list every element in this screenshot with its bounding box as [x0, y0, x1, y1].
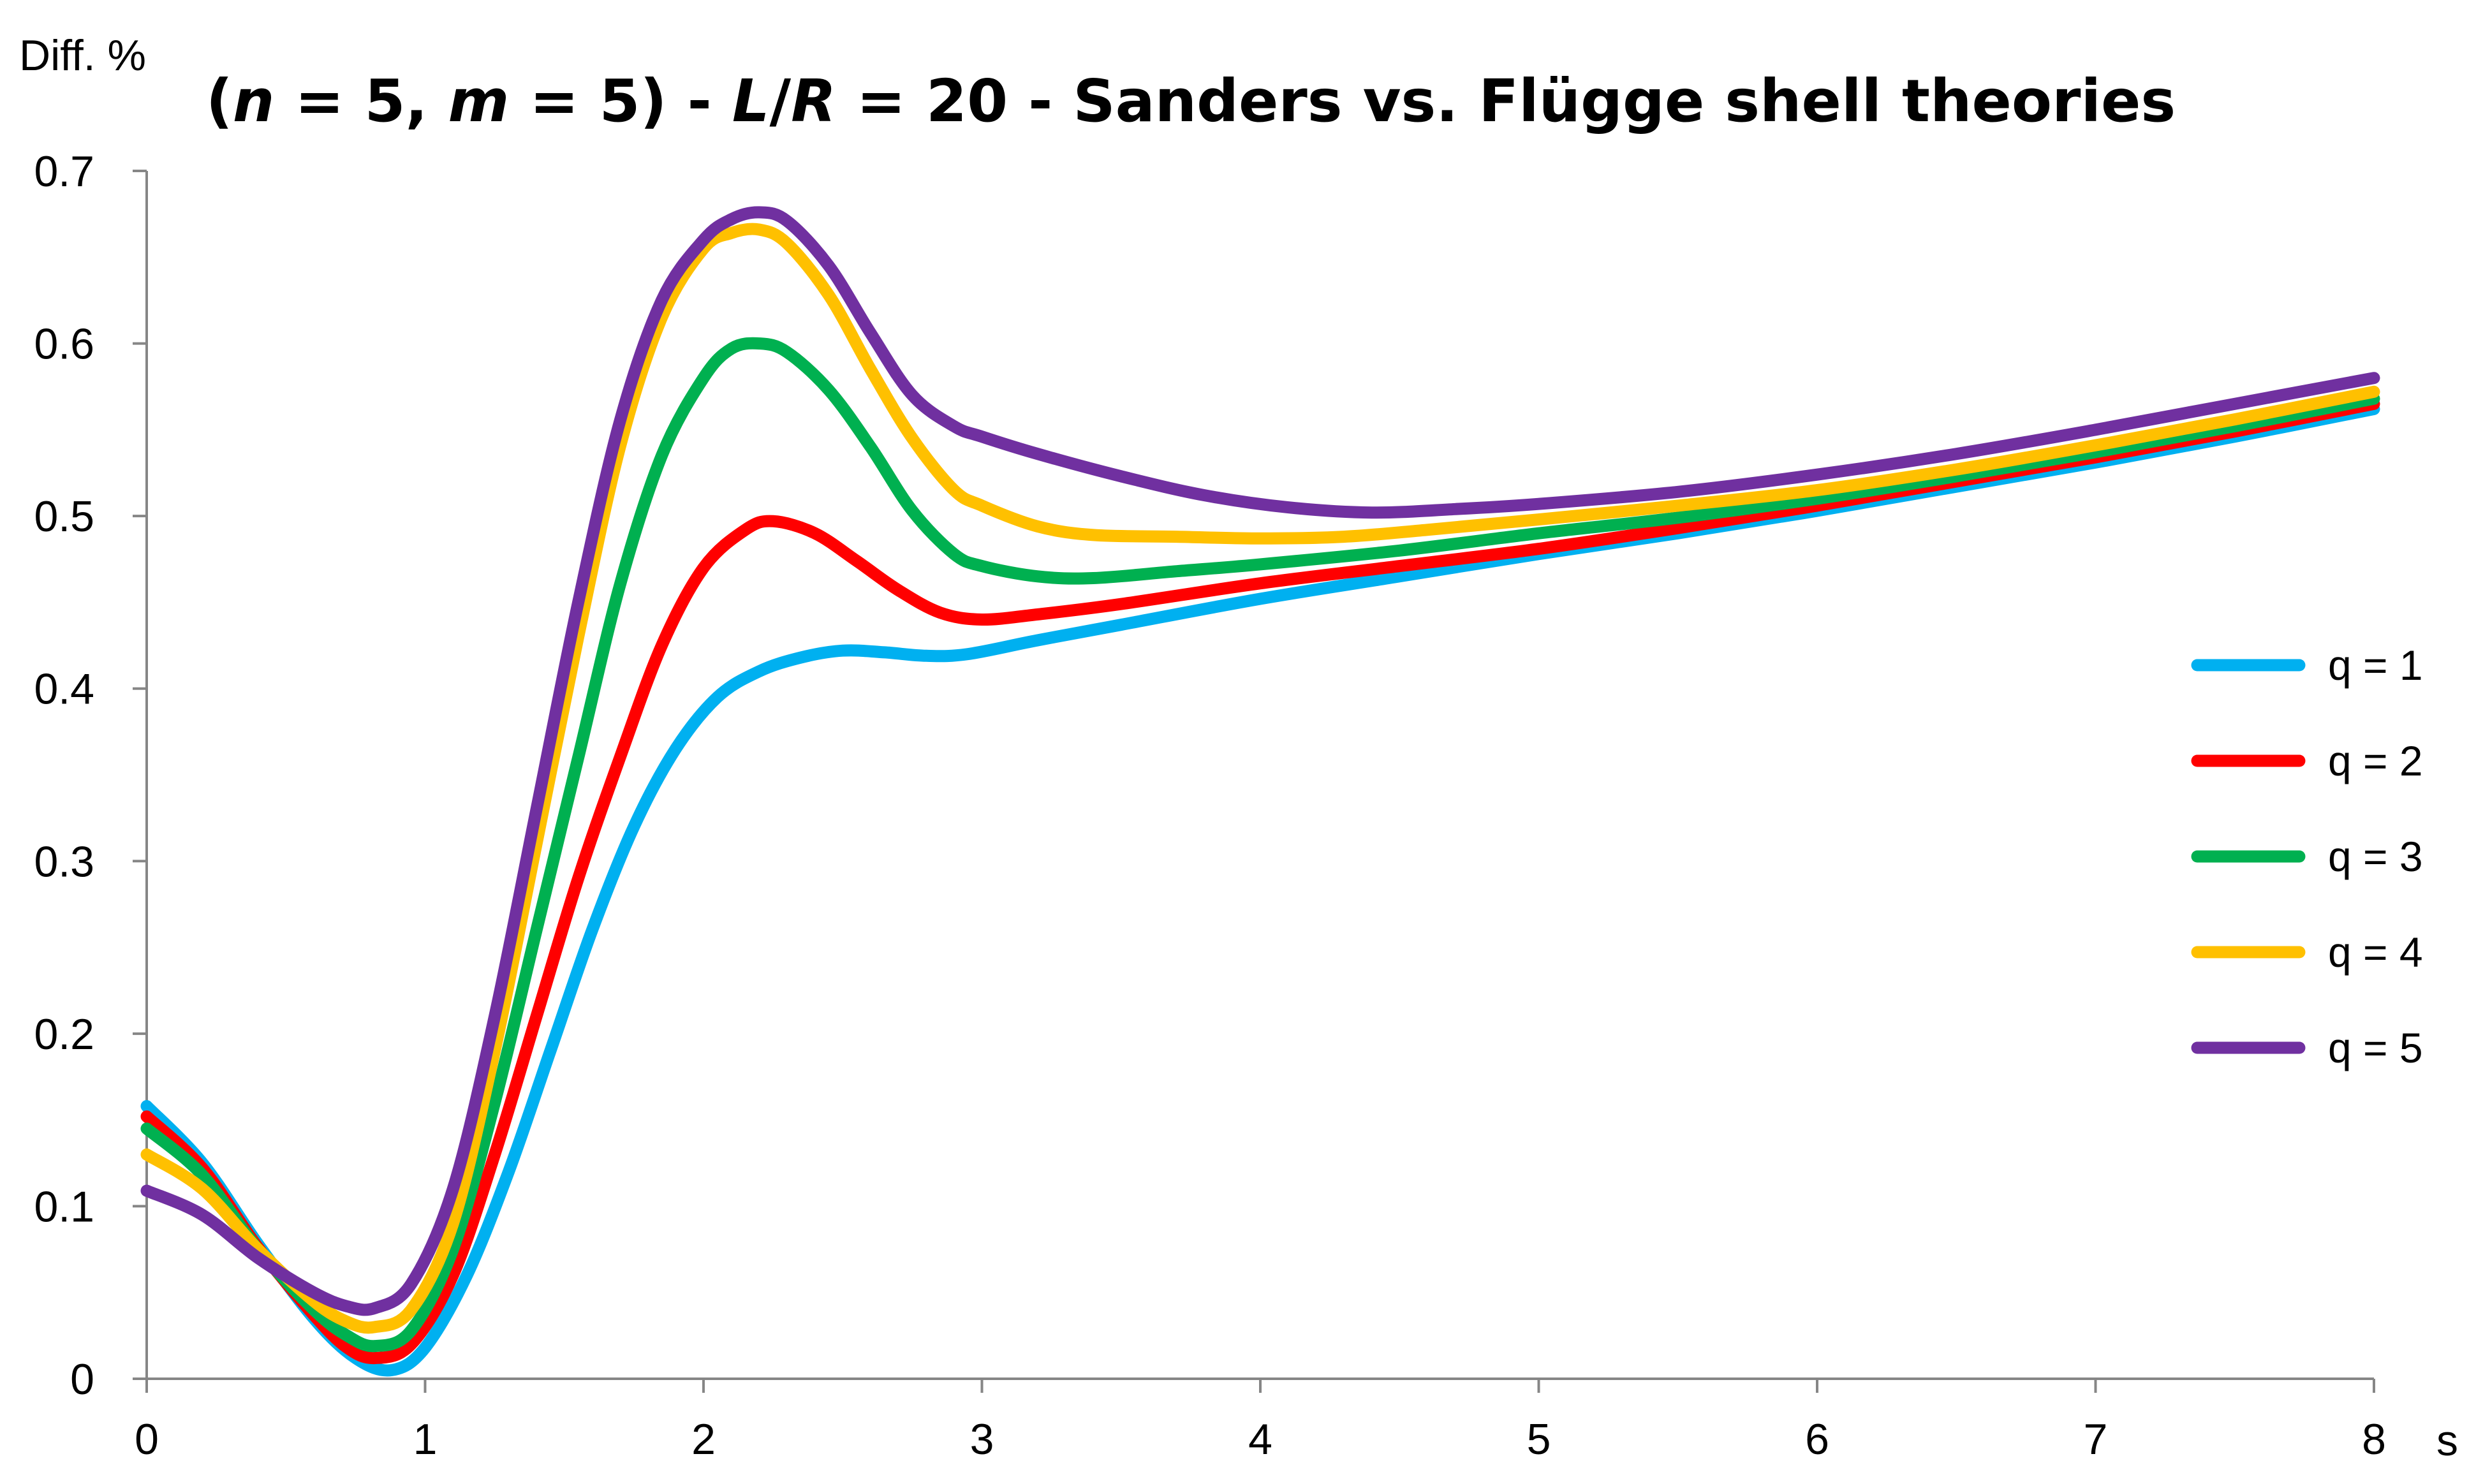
y-tick-label: 0.1	[34, 1182, 94, 1231]
y-axis-title: Diff. %	[19, 31, 146, 80]
y-tick-label: 0.3	[34, 837, 94, 886]
series-line-q3	[140, 337, 2380, 1353]
y-tick-label: 0.7	[34, 147, 94, 196]
x-tick-label: 7	[2084, 1415, 2108, 1464]
chart-title: (n = 5, m = 5) - L/R = 20 - Sanders vs. …	[206, 67, 2176, 135]
x-tick-label: 3	[970, 1415, 994, 1464]
y-tick-label: 0.4	[34, 665, 94, 714]
legend-label-q3: q = 3	[2328, 833, 2423, 880]
x-tick-label: 5	[1527, 1415, 1551, 1464]
y-tick-label: 0.5	[34, 492, 94, 541]
y-tick-label: 0.6	[34, 320, 94, 369]
legend-label-q4: q = 4	[2328, 929, 2423, 976]
chart-title-part: n	[233, 67, 275, 135]
y-tick-label: 0	[70, 1355, 94, 1404]
x-tick-label: 4	[1248, 1415, 1272, 1464]
legend-label-q1: q = 1	[2328, 642, 2423, 689]
y-tick-label: 0.2	[34, 1010, 94, 1059]
legend-label-q2: q = 2	[2328, 737, 2423, 784]
chart-title-part: = 20 - Sanders vs. Flügge shell theories	[836, 67, 2176, 135]
x-tick-label: 2	[691, 1415, 716, 1464]
legend: q = 1 q = 2 q = 3 q = 4 q = 5	[2191, 642, 2423, 1071]
axes: 0 0.1 0.2 0.3 0.4 0.5 0.6 0.7 0 1 2 3 4 5 6 7 8	[34, 147, 2385, 1464]
x-tick-label: 1	[413, 1415, 438, 1464]
series-layer	[140, 206, 2380, 1377]
chart-title-part: (	[206, 67, 233, 135]
series-line-q4	[140, 223, 2380, 1334]
chart-title-part: = 5,	[274, 67, 448, 135]
legend-label-q5: q = 5	[2328, 1024, 2423, 1071]
chart-title-part: = 5) -	[509, 67, 732, 135]
chart-title-part: m	[448, 67, 510, 135]
chart-title-part: L	[732, 67, 770, 135]
series-line-q2	[140, 397, 2380, 1365]
chart-title-part: /	[769, 67, 791, 135]
chart-title-part: R	[791, 67, 836, 135]
x-axis-title: s	[2436, 1416, 2458, 1465]
series-line-q5	[140, 206, 2380, 1316]
x-tick-label: 0	[135, 1415, 159, 1464]
x-tick-label: 8	[2362, 1415, 2386, 1464]
x-tick-label: 6	[1805, 1415, 1829, 1464]
